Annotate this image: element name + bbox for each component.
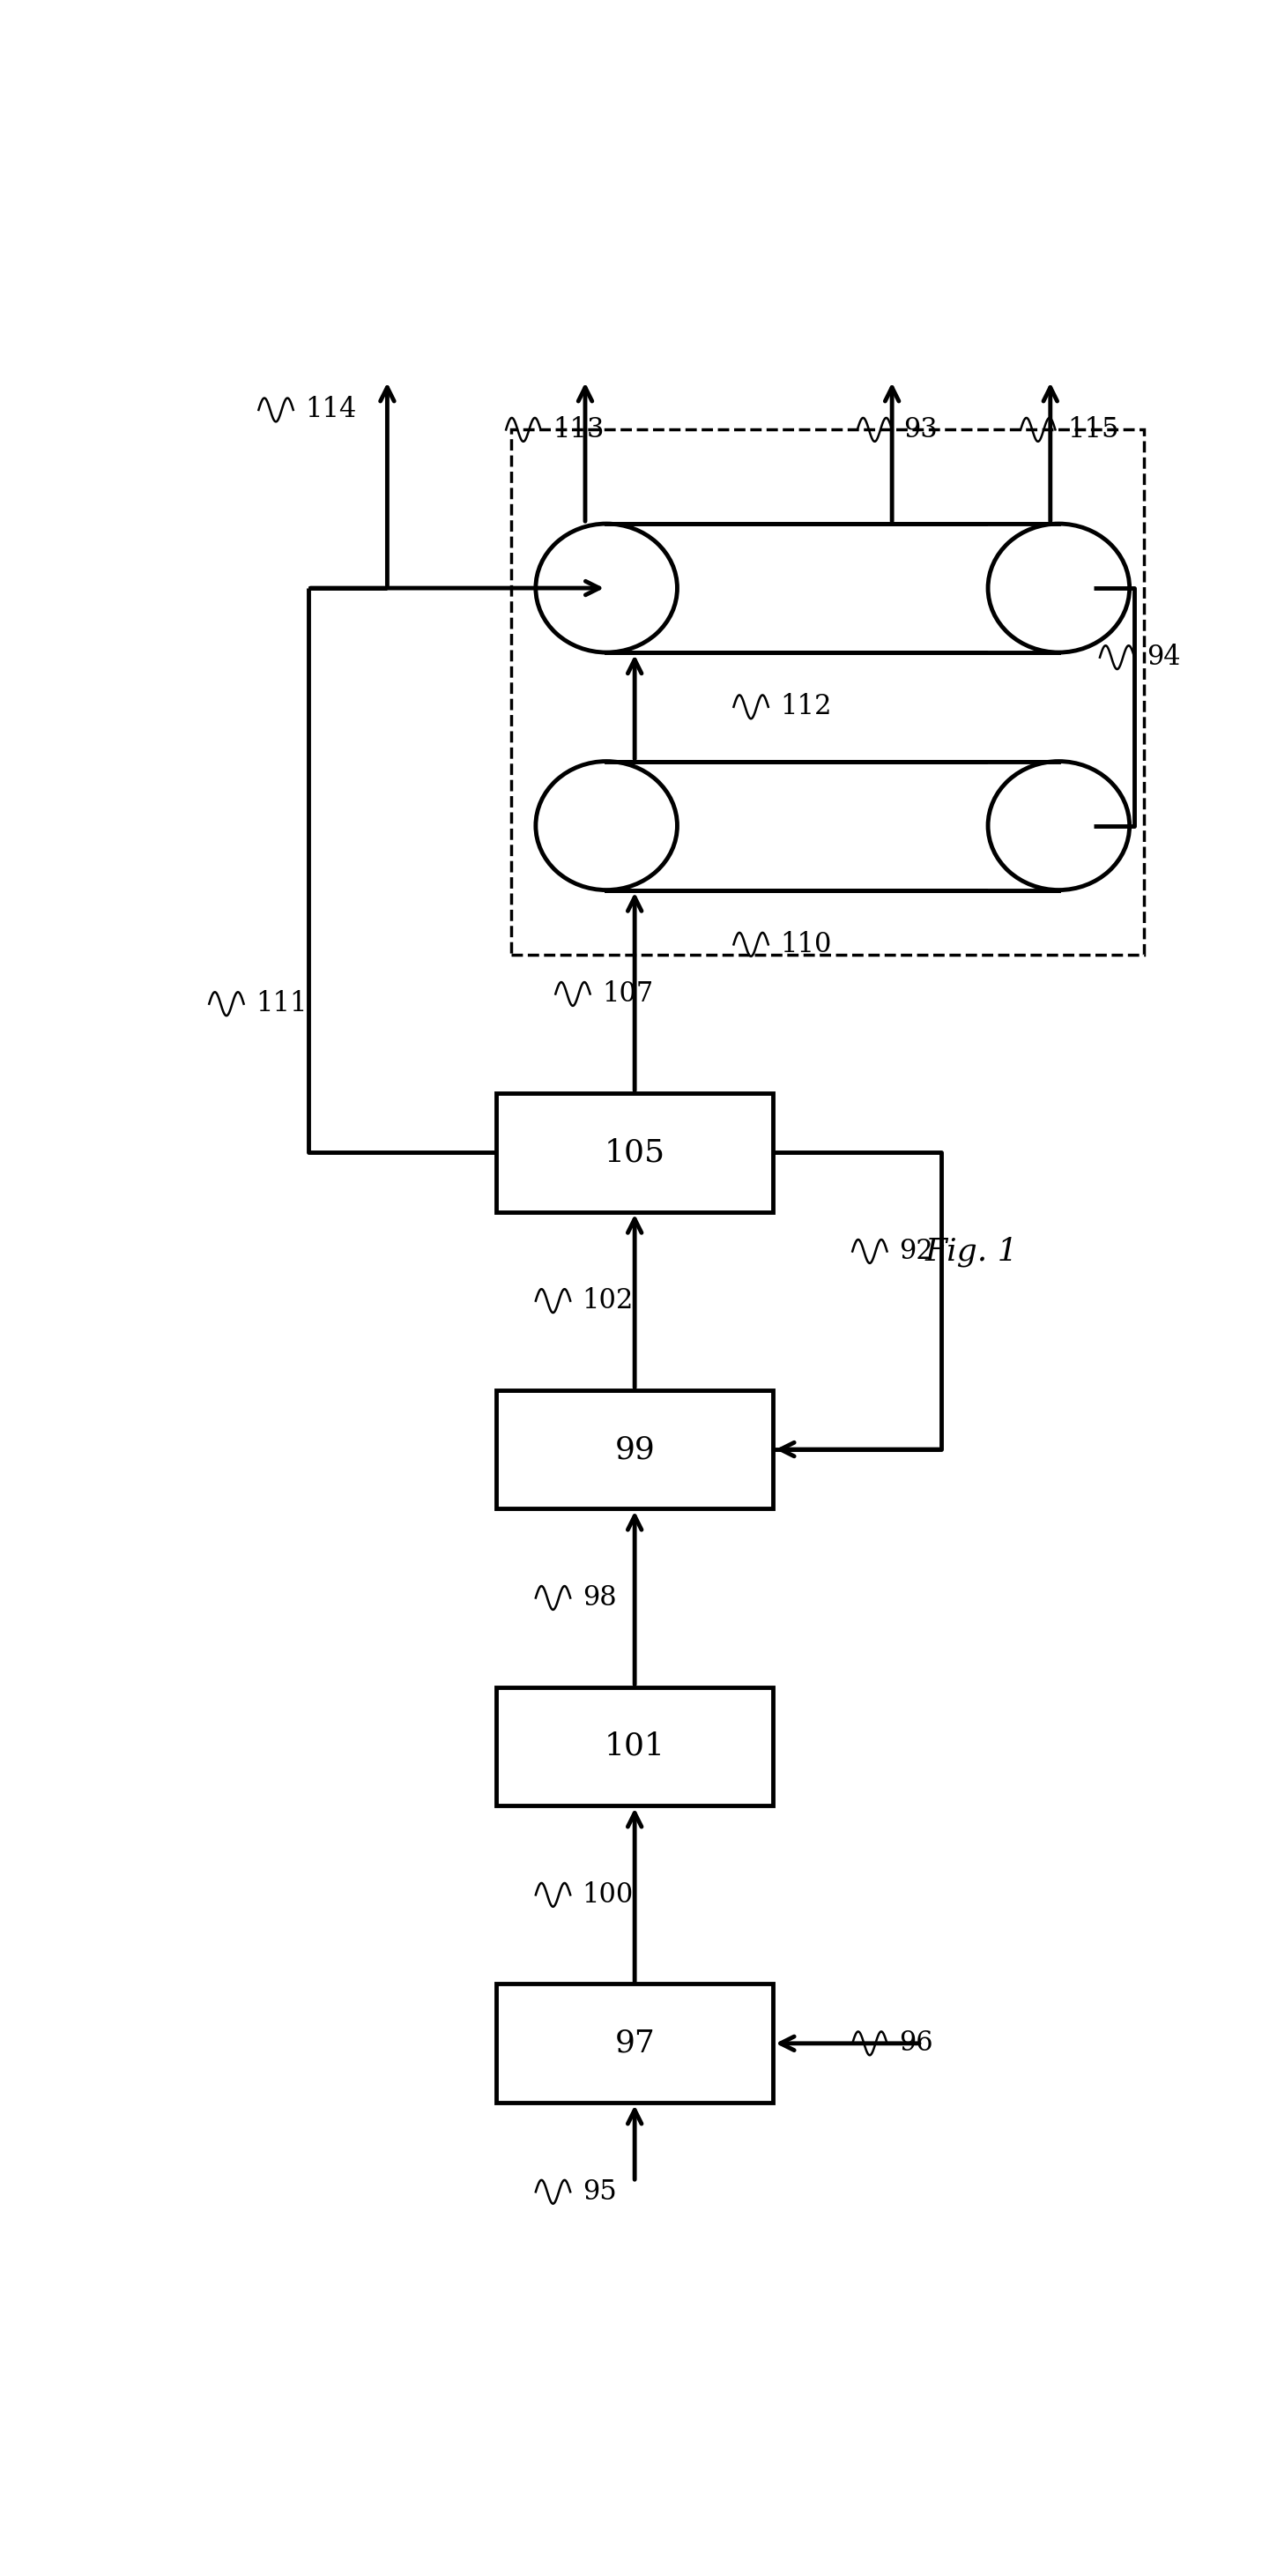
Ellipse shape [988,523,1130,652]
Bar [495,1984,774,2102]
Bar [495,1092,774,1211]
Bar [511,430,1144,953]
Bar [988,523,1059,652]
Text: 96: 96 [899,2030,933,2058]
Text: 92: 92 [899,1236,933,1265]
Text: 101: 101 [604,1731,665,1762]
Text: 113: 113 [553,415,604,443]
Ellipse shape [988,762,1130,891]
Text: 110: 110 [780,930,831,958]
Text: 100: 100 [582,1880,633,1909]
Bar [607,523,1059,652]
Bar [495,1391,774,1510]
Text: Fig. 1: Fig. 1 [925,1236,1018,1267]
Bar [495,1687,774,1806]
Text: 97: 97 [614,2027,655,2058]
Ellipse shape [536,762,677,891]
Text: 115: 115 [1068,415,1119,443]
Bar [607,762,1059,891]
Ellipse shape [536,523,677,652]
Text: 102: 102 [582,1288,633,1314]
Bar [988,762,1059,891]
Text: 98: 98 [582,1584,617,1613]
Text: 112: 112 [780,693,831,721]
Text: 99: 99 [614,1435,655,1463]
Text: 107: 107 [601,981,654,1007]
Text: 93: 93 [904,415,939,443]
Text: 111: 111 [255,989,308,1018]
Text: 105: 105 [604,1139,665,1167]
Text: 95: 95 [582,2179,617,2205]
Text: 94: 94 [1147,644,1180,670]
Text: 114: 114 [305,397,356,422]
